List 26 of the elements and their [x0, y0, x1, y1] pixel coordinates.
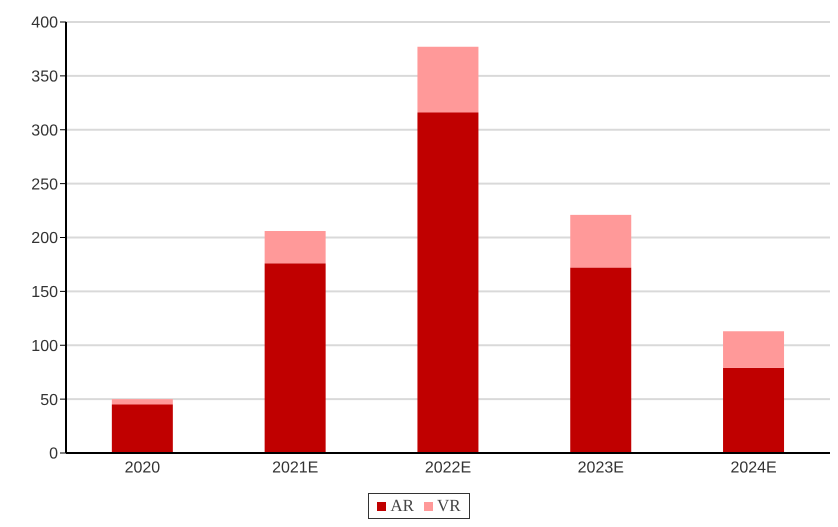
- legend-label: VR: [436, 496, 461, 516]
- x-tick-label: 2022E: [424, 459, 472, 476]
- y-tick-label: 150: [31, 284, 58, 302]
- y-tick-label: 350: [31, 68, 58, 86]
- y-tick-label: 400: [31, 14, 58, 32]
- x-tick-label: 2024E: [730, 459, 777, 476]
- bar: [264, 231, 326, 264]
- x-tick-label: 2021E: [272, 459, 318, 476]
- y-tick-label: 100: [31, 338, 58, 355]
- y-tick-label: 50: [40, 392, 58, 409]
- y-tick-label: 250: [31, 176, 58, 194]
- y-tick-label: 200: [31, 230, 58, 248]
- legend-label: AR: [389, 496, 414, 516]
- bar: [112, 399, 173, 405]
- y-tick-label: 0: [49, 446, 58, 463]
- bar: [723, 331, 784, 368]
- bar: [417, 112, 478, 453]
- bar: [417, 46, 478, 113]
- bar: [723, 368, 784, 453]
- bar: [112, 404, 173, 453]
- x-tick-label: 2023E: [578, 459, 624, 476]
- bar: [570, 214, 632, 268]
- bar: [570, 268, 632, 453]
- x-tick-label: 2020: [124, 459, 160, 476]
- bar: [264, 263, 326, 453]
- y-tick-label: 300: [31, 122, 58, 140]
